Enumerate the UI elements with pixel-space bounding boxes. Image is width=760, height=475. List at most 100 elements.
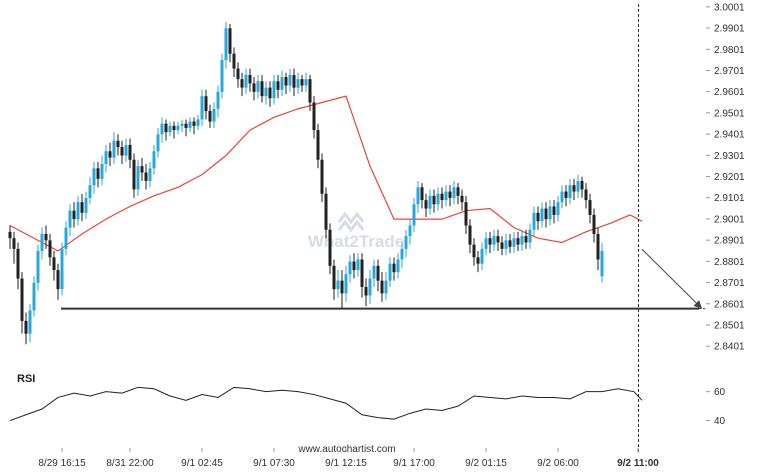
candle-body <box>496 236 500 243</box>
candle <box>420 183 424 209</box>
candle <box>208 104 212 128</box>
candle-body <box>104 151 108 165</box>
candle <box>216 85 220 118</box>
candle <box>252 77 256 101</box>
candle-body <box>284 77 288 86</box>
candle <box>368 270 372 304</box>
candle-body <box>356 259 360 271</box>
candle <box>180 119 184 133</box>
candle <box>96 161 100 188</box>
candle <box>516 231 520 251</box>
candle <box>336 270 340 298</box>
candle <box>12 231 16 264</box>
candle-body <box>548 206 552 220</box>
candle-body <box>412 204 416 226</box>
candle-body <box>24 320 28 334</box>
candle <box>200 89 204 126</box>
candle-body <box>56 270 60 290</box>
candle-body <box>136 166 140 190</box>
candle-body <box>520 236 524 245</box>
candle-body <box>80 202 84 213</box>
candle <box>60 242 64 296</box>
candle <box>76 195 80 226</box>
candle-body <box>140 166 144 173</box>
candle <box>256 74 260 99</box>
candle <box>260 74 264 103</box>
candle-body <box>380 280 384 294</box>
candle <box>128 138 132 169</box>
candle <box>144 164 148 190</box>
candle <box>52 250 56 281</box>
candle <box>544 202 548 228</box>
candle <box>344 265 348 302</box>
candle-body <box>436 193 440 205</box>
rsi-tick-label: 40 <box>714 416 726 427</box>
price-axis: 3.0001 2.9901 2.9801 2.9701 2.9601 2.9501 2.94… <box>706 2 745 353</box>
candle <box>456 183 460 205</box>
candle <box>168 121 172 137</box>
candle-body <box>528 229 532 243</box>
candle-body <box>128 144 132 160</box>
candle <box>68 204 72 237</box>
candle-body <box>244 74 248 88</box>
candle-body <box>148 168 152 181</box>
candle-body <box>60 248 64 290</box>
candle <box>556 195 560 222</box>
candle <box>592 208 596 243</box>
candle-body <box>540 208 544 222</box>
candle-body <box>360 259 364 288</box>
candle <box>212 102 216 128</box>
candle <box>428 189 432 215</box>
candle-body <box>116 140 120 148</box>
candle <box>500 236 504 256</box>
candle-body <box>36 250 40 283</box>
candle <box>284 72 288 95</box>
candle-body <box>476 257 480 264</box>
candle-body <box>100 164 104 179</box>
candle-body <box>372 265 376 279</box>
candle <box>44 225 48 249</box>
candle-body <box>252 83 256 92</box>
candle <box>316 123 320 169</box>
price-tick-label: 2.8501 <box>714 320 745 331</box>
candle <box>484 231 488 256</box>
candle <box>92 161 96 194</box>
candle <box>176 121 180 135</box>
candle-body <box>328 229 332 266</box>
candle-body <box>448 191 452 198</box>
candle <box>308 74 312 111</box>
price-tick-label: 2.9101 <box>714 193 745 204</box>
candle-body <box>84 197 88 213</box>
candle <box>388 257 392 288</box>
candle-body <box>144 172 148 181</box>
candle <box>172 121 176 139</box>
candle-body <box>76 202 80 220</box>
candlesticks <box>8 21 604 345</box>
candle-body <box>572 185 576 192</box>
candle <box>408 219 412 245</box>
candle <box>300 74 304 92</box>
candle <box>184 119 188 137</box>
candle-body <box>192 121 196 126</box>
candle-body <box>240 79 244 88</box>
time-tick-label: 9/2 06:00 <box>537 458 579 469</box>
candle <box>120 140 124 165</box>
candle <box>400 242 404 268</box>
candle-body <box>152 151 156 169</box>
candle <box>160 117 164 143</box>
candle-body <box>492 236 496 245</box>
candle-body <box>288 74 292 86</box>
candle-body <box>472 244 476 258</box>
candle-body <box>364 287 368 296</box>
candle-body <box>440 193 444 201</box>
candle-body <box>276 81 280 90</box>
price-tick-label: 2.9001 <box>714 214 745 225</box>
candle <box>192 117 196 135</box>
candle <box>496 229 500 251</box>
candle <box>24 312 28 345</box>
candle-body <box>560 191 564 203</box>
candle-body <box>248 74 252 84</box>
candle-body <box>564 191 568 198</box>
candle-body <box>576 180 580 192</box>
